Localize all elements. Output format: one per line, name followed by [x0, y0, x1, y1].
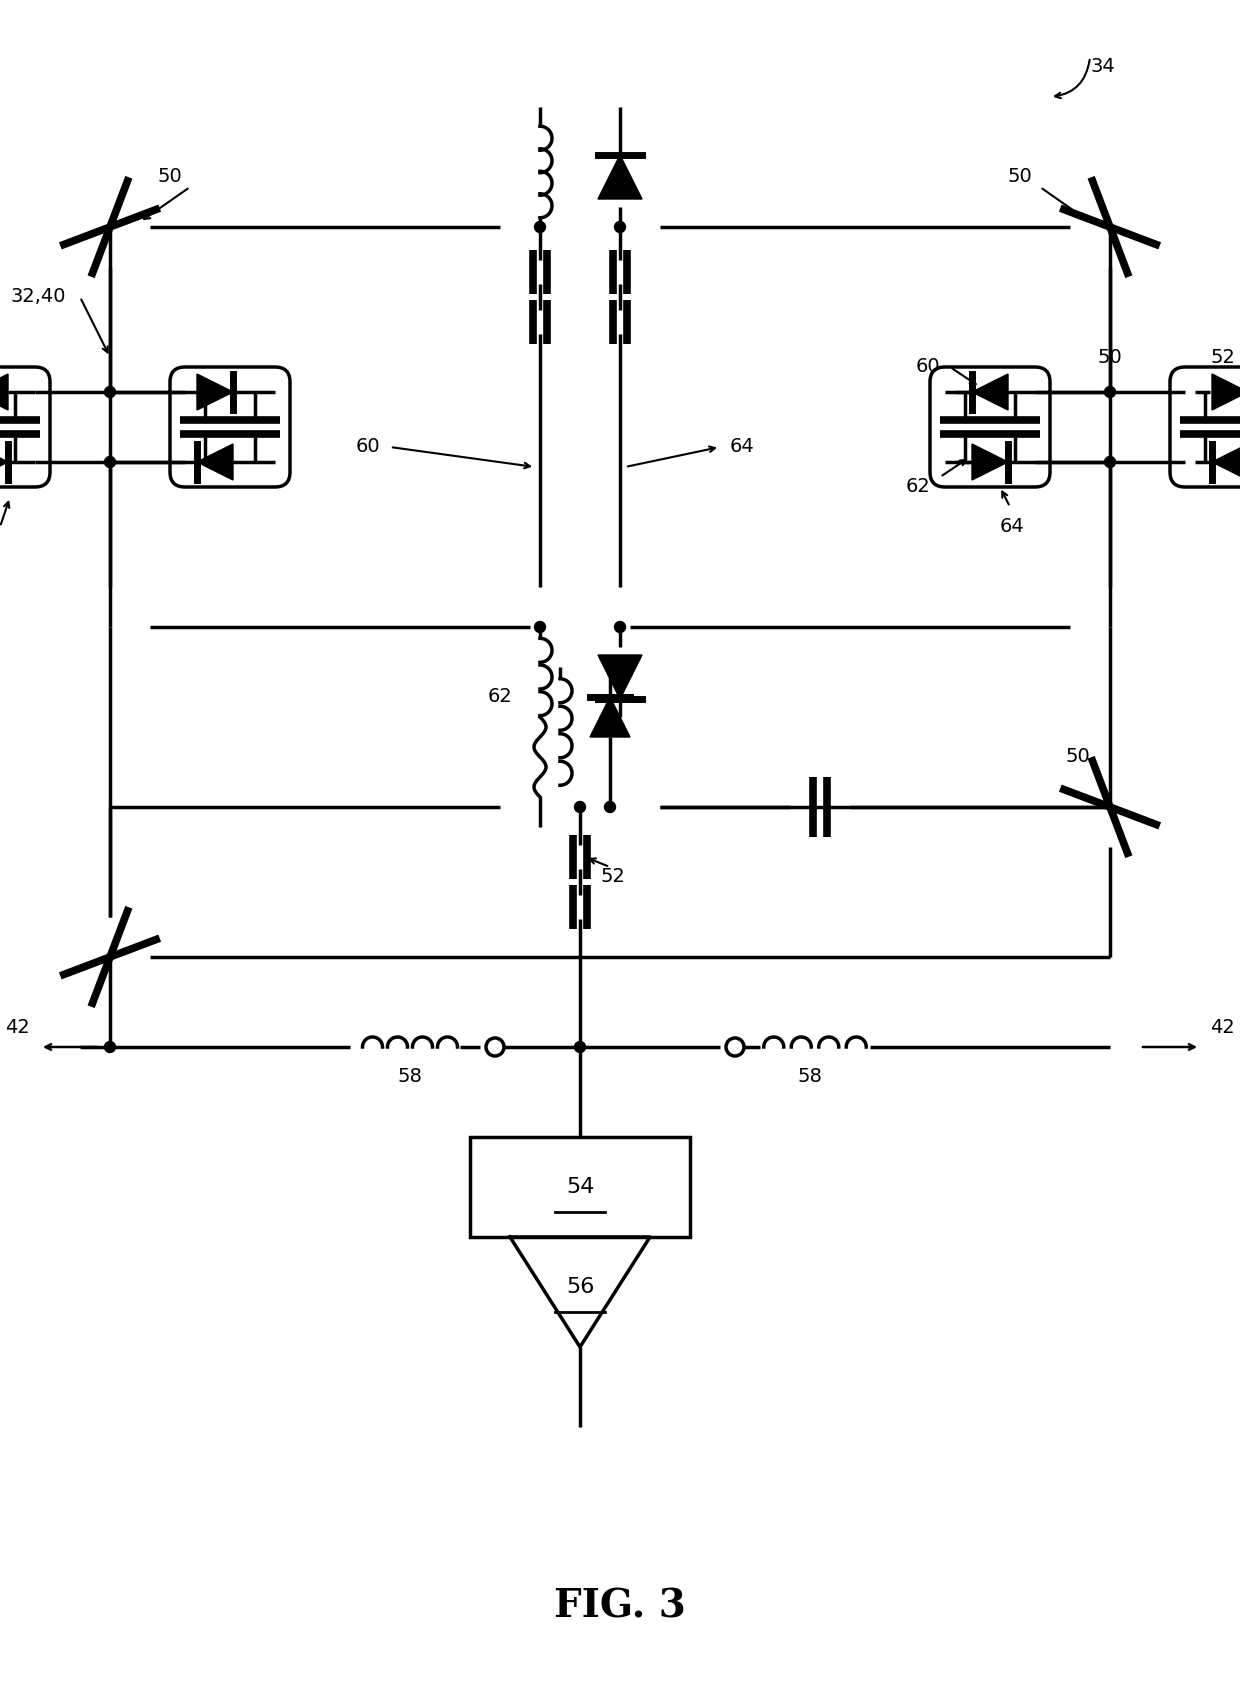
Circle shape	[104, 456, 115, 468]
Polygon shape	[972, 444, 1008, 480]
Bar	[470, 1137, 689, 1238]
Polygon shape	[0, 444, 7, 480]
Text: 52: 52	[0, 538, 2, 556]
Circle shape	[615, 621, 625, 633]
Text: FIG. 3: FIG. 3	[554, 1588, 686, 1627]
Text: 50: 50	[1097, 348, 1122, 367]
Text: 34: 34	[1090, 58, 1115, 77]
Text: 50: 50	[1065, 748, 1090, 766]
Circle shape	[104, 1041, 115, 1053]
Text: 50: 50	[157, 167, 182, 186]
Polygon shape	[197, 374, 233, 410]
Polygon shape	[1211, 444, 1240, 480]
Circle shape	[1105, 456, 1116, 468]
Text: 64: 64	[730, 437, 755, 456]
Text: 50: 50	[1008, 167, 1033, 186]
Polygon shape	[0, 374, 7, 410]
Text: 32,40: 32,40	[10, 287, 66, 307]
Text: 56: 56	[565, 1277, 594, 1297]
Circle shape	[534, 222, 546, 232]
Circle shape	[574, 1041, 585, 1053]
Text: 58: 58	[797, 1067, 822, 1086]
Text: 58: 58	[398, 1067, 423, 1086]
Polygon shape	[598, 655, 642, 698]
Text: 52: 52	[600, 867, 625, 886]
Polygon shape	[510, 1238, 650, 1347]
Text: 60: 60	[915, 357, 940, 377]
Circle shape	[1105, 386, 1116, 398]
Circle shape	[574, 802, 585, 813]
Polygon shape	[598, 155, 642, 200]
FancyBboxPatch shape	[170, 367, 290, 486]
Text: 60: 60	[356, 437, 379, 456]
Text: 64: 64	[999, 517, 1024, 536]
Circle shape	[605, 802, 615, 813]
FancyBboxPatch shape	[930, 367, 1050, 486]
Text: 42: 42	[1210, 1017, 1235, 1036]
Circle shape	[104, 386, 115, 398]
Text: 54: 54	[565, 1178, 594, 1197]
Text: 52: 52	[1210, 348, 1235, 367]
Circle shape	[486, 1038, 503, 1057]
Text: 62: 62	[487, 686, 512, 707]
Polygon shape	[972, 374, 1008, 410]
Circle shape	[615, 222, 625, 232]
FancyBboxPatch shape	[0, 367, 50, 486]
FancyBboxPatch shape	[1171, 367, 1240, 486]
Text: 62: 62	[905, 478, 930, 497]
Circle shape	[534, 621, 546, 633]
Circle shape	[725, 1038, 744, 1057]
Polygon shape	[197, 444, 233, 480]
Text: 42: 42	[5, 1017, 30, 1036]
Polygon shape	[590, 696, 630, 737]
Polygon shape	[1211, 374, 1240, 410]
